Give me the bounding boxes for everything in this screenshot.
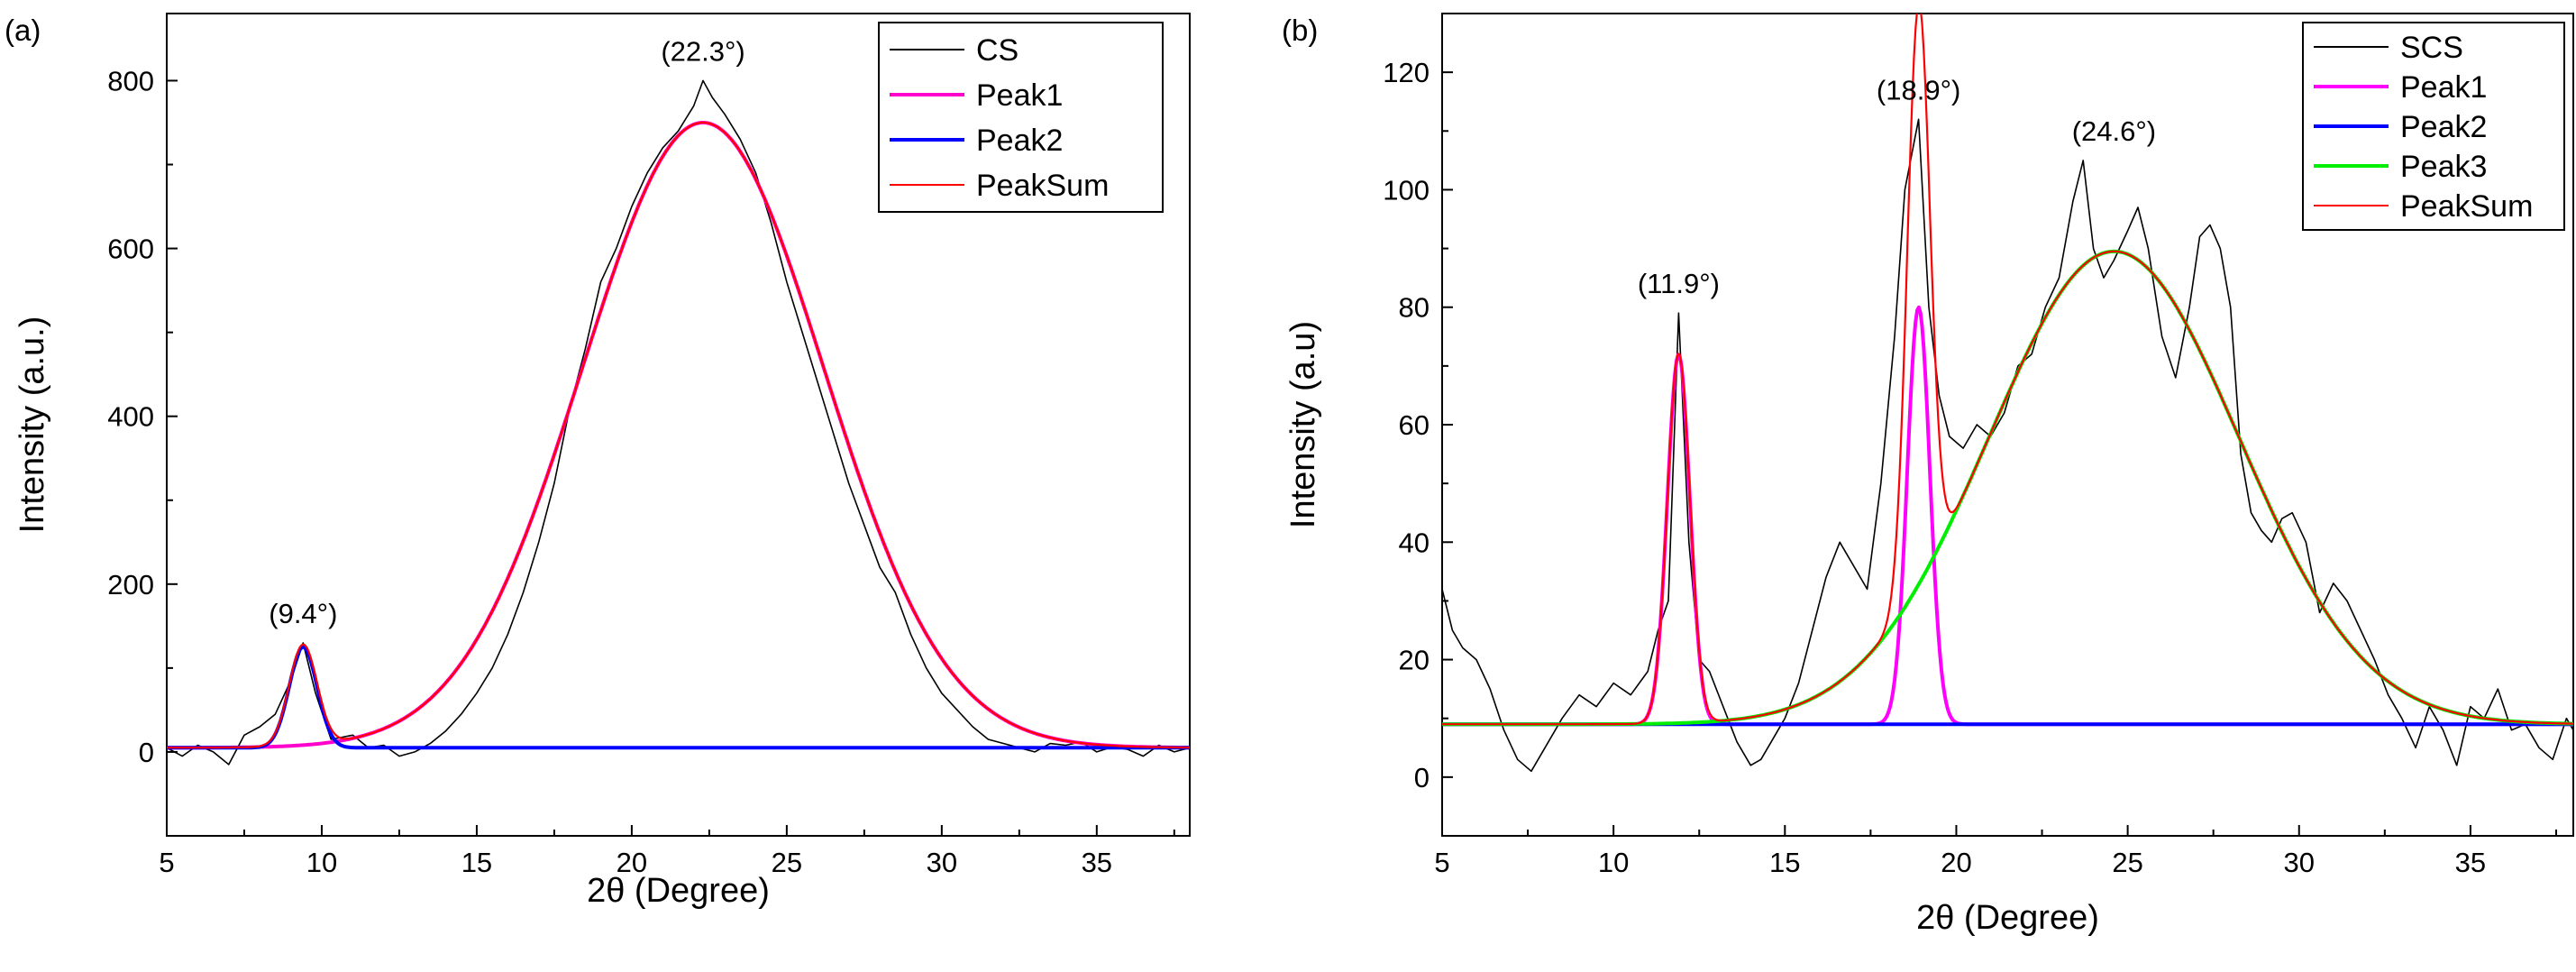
y-tick-label: 60 — [1399, 409, 1430, 441]
y-tick-label: 80 — [1399, 292, 1430, 324]
peak-annotation: (9.4°) — [269, 598, 337, 629]
plot-area — [167, 79, 1190, 766]
x-axis-title: 2θ (Degree) — [1916, 899, 2099, 937]
x-tick-label: 30 — [927, 847, 957, 878]
legend-box — [878, 22, 1164, 213]
series-line-peaksum — [1442, 14, 2573, 726]
x-tick-label: 5 — [1434, 847, 1449, 878]
y-axis-title: Intensity (a.u.) — [14, 316, 51, 534]
x-tick-label: 30 — [2284, 847, 2315, 878]
series-line-peak2 — [167, 645, 1190, 750]
panel-label: (b) — [1282, 14, 1318, 47]
legend-label: Peak2 — [2400, 110, 2487, 144]
peak-annotation: (22.3°) — [661, 35, 744, 67]
peak-annotation: (18.9°) — [1877, 74, 1960, 105]
y-tick-label: 400 — [107, 401, 154, 433]
x-tick-label: 5 — [159, 847, 174, 878]
x-tick-label: 35 — [1082, 847, 1112, 878]
series-line-peak1 — [167, 121, 1190, 750]
legend-label: Peak1 — [976, 78, 1063, 113]
panel-a: 5 10 15 20 25 30 35 0 200 400 600 800 2θ (Degree) Int… — [5, 13, 1191, 910]
y-tick-label: 0 — [139, 737, 154, 768]
y-tick-label: 20 — [1399, 645, 1430, 676]
panel-label: (a) — [5, 14, 41, 47]
legend-label: PeakSum — [2400, 189, 2533, 224]
y-tick-label: 100 — [1383, 174, 1430, 206]
plot-area — [1442, 14, 2573, 773]
series-line-peak1 — [1442, 305, 2573, 727]
legend-label: PeakSum — [976, 169, 1109, 203]
peak-annotation: (11.9°) — [1638, 268, 1720, 299]
y-tick-label: 600 — [107, 234, 154, 265]
y-tick-label: 120 — [1383, 57, 1430, 88]
x-tick-label: 25 — [772, 847, 802, 878]
x-tick-label: 20 — [1941, 847, 1971, 878]
x-axis-title: 2θ (Degree) — [587, 872, 770, 910]
y-tick-label: 800 — [107, 65, 154, 96]
panel-b: 5 10 15 20 25 30 35 0 20 40 60 80 100 120 2θ (Degree) I… — [1282, 13, 2574, 937]
plot-frame — [166, 13, 1191, 837]
legend-label: Peak2 — [976, 124, 1063, 158]
legend-label: CS — [976, 33, 1019, 68]
x-tick-label: 10 — [1598, 847, 1629, 878]
legend: CS Peak1 Peak2 PeakSum — [878, 22, 1164, 213]
peak-annotation: (24.6°) — [2072, 115, 2156, 147]
x-tick-label: 10 — [306, 847, 337, 878]
legend: SCS Peak1 Peak2 Peak3 PeakSum — [2302, 22, 2565, 231]
x-tick-label: 25 — [2112, 847, 2142, 878]
series-line-peak3 — [1442, 249, 2573, 727]
x-tick-label: 20 — [617, 847, 647, 878]
x-tick-label: 15 — [1769, 847, 1800, 878]
legend-label: SCS — [2400, 31, 2463, 65]
y-tick-label: 0 — [1414, 762, 1430, 793]
y-tick-label: 40 — [1399, 527, 1430, 558]
y-axis-title: Intensity (a.u) — [1284, 321, 1322, 528]
y-tick-label: 200 — [107, 569, 154, 601]
series-line-peaksum — [167, 121, 1190, 749]
x-tick-label: 35 — [2455, 847, 2486, 878]
x-tick-label: 15 — [461, 847, 492, 878]
legend-label: Peak1 — [2400, 70, 2487, 105]
legend-label: Peak3 — [2400, 150, 2487, 184]
